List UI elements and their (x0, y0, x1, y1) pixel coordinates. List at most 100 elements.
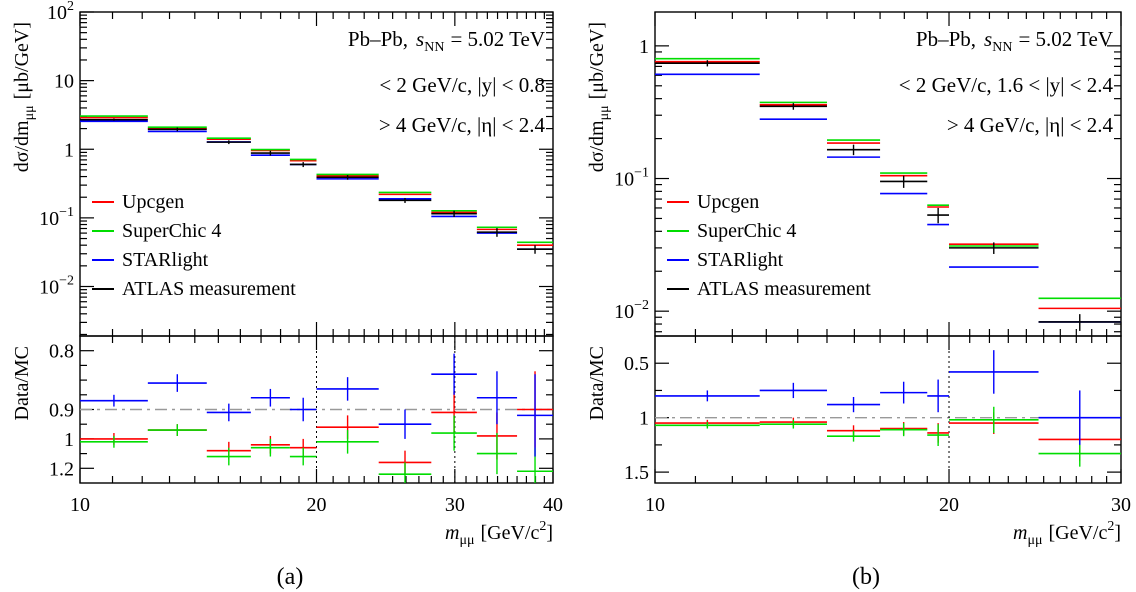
y-tick-label: 10 (54, 71, 74, 93)
x-tick-label: 20 (307, 494, 327, 516)
x-title-main: m (445, 522, 459, 544)
collision-label: Pb–Pb, sNN = 5.02 TeV (348, 27, 545, 55)
y-title-unit: [μb/GeV] (586, 22, 608, 99)
y-tick-exponent: −2 (59, 274, 74, 289)
y-tick-base: 10 (39, 208, 59, 230)
ratio-axis-title: Data/MC (586, 346, 608, 420)
series-superchic-4 (655, 57, 1121, 300)
energy-sub: NN (424, 40, 444, 55)
y-tick-base: 1 (64, 139, 74, 161)
y-tick-label: 10−2 (39, 274, 74, 299)
x-tick-label: 10 (70, 494, 90, 516)
y-tick-label: 10−2 (614, 298, 649, 323)
energy-value: = 5.02 TeV (450, 27, 545, 51)
collision-system: Pb–Pb, (916, 27, 976, 51)
y-title-sub: μμ (22, 105, 37, 120)
x-tick-label: 40 (543, 494, 563, 516)
x-tick-label: 20 (939, 494, 959, 516)
y-title-sub: μμ (597, 105, 612, 120)
y-tick-exponent: 2 (67, 0, 74, 14)
cut-label-muon: > 4 GeV/c, |η| < 2.4 (947, 113, 1114, 137)
y-tick-label: 10−1 (39, 205, 74, 230)
ratio-tick-label: 1.5 (624, 462, 649, 484)
ratio-starlight (655, 350, 1121, 445)
energy-symbol: s (416, 27, 424, 51)
y-tick-base: 10 (614, 301, 634, 323)
series-atlas-measurement (655, 60, 1121, 331)
cut-pair-end: | < 2.4 (1060, 73, 1113, 97)
ratio-axis-title: Data/MC (11, 346, 33, 420)
x-title-sub: μμ (1027, 533, 1042, 548)
x-title-main: m (1013, 522, 1027, 544)
cut-pair-text: < 2 GeV/c, |y (379, 73, 492, 97)
legend-label: SuperChic 4 (122, 220, 221, 242)
series-starlight (655, 73, 1121, 323)
legend-label: ATLAS measurement (122, 278, 296, 300)
ratio-tick-label: 1 (64, 429, 74, 451)
series-atlas-measurement (80, 118, 553, 254)
ratio-tick-label: 1.2 (49, 458, 74, 480)
x-title-unit: [GeV/c (1048, 522, 1107, 544)
y-tick-label: 1 (64, 139, 74, 161)
collision-label: Pb–Pb, sNN = 5.02 TeV (916, 27, 1113, 55)
y-title-main: dσ/dm (11, 120, 33, 172)
ratio-pad-frame (654, 335, 1122, 484)
panel-caption: (a) (277, 564, 304, 590)
legend-label: ATLAS measurement (697, 278, 871, 300)
cut-label-pair: < 2 GeV/c, |y| < 0.8 (379, 73, 545, 97)
legend-label: Upcgen (697, 191, 759, 213)
ratio-tick-label: 0.8 (49, 341, 74, 363)
ratio-superchic-4 (80, 415, 553, 483)
x-tick-label: 10 (645, 494, 665, 516)
y-tick-base: 1 (639, 36, 649, 58)
cut-pair-end: | < 0.8 (492, 73, 545, 97)
cut-muon-end: | < 2.4 (492, 113, 545, 137)
series-upcgen (655, 60, 1121, 310)
cut-pair-text: < 2 GeV/c, 1.6 < |y (899, 73, 1061, 97)
cut-label-pair: < 2 GeV/c, 1.6 < |y| < 2.4 (899, 73, 1114, 97)
energy-sub: NN (992, 40, 1012, 55)
y-axis-title: dσ/dmμμ [μb/GeV] (11, 22, 37, 172)
ratio-starlight (80, 353, 553, 457)
energy-symbol: s (984, 27, 992, 51)
ratio-tick-label: 0.5 (624, 353, 649, 375)
x-title-unit-sup: 2 (539, 519, 546, 534)
y-tick-label: 10−1 (614, 166, 649, 191)
y-tick-label: 102 (47, 0, 74, 24)
x-title-unit-sup: 2 (1107, 519, 1114, 534)
y-tick-base: 10 (614, 169, 634, 191)
x-tick-label: 30 (1111, 494, 1131, 516)
legend-label: STARlight (697, 249, 784, 271)
legend-label: SuperChic 4 (697, 220, 796, 242)
legend-label: STARlight (122, 249, 209, 271)
ratio-tick-label: 0.9 (49, 400, 74, 422)
y-tick-exponent: −1 (59, 205, 74, 220)
y-tick-base: 10 (47, 2, 67, 24)
x-title-sub: μμ (459, 533, 474, 548)
ratio-superchic-4 (655, 406, 1121, 467)
cut-label-muon: > 4 GeV/c, |η| < 2.4 (379, 113, 546, 137)
y-tick-base: 10 (39, 277, 59, 299)
y-title-main: dσ/dm (586, 120, 608, 172)
energy-value: = 5.02 TeV (1018, 27, 1113, 51)
cut-muon-text: > 4 GeV/c, |η (379, 113, 492, 137)
panel-b: 110−110−21.510.510 20 30dσ/dmμμ[μb/GeV]Dat… (586, 11, 1131, 590)
x-title-unit-end: ] (1114, 522, 1121, 544)
y-tick-base: 10 (54, 71, 74, 93)
cut-muon-text: > 4 GeV/c, |η (947, 113, 1060, 137)
panel-caption: (b) (852, 564, 880, 590)
x-title-unit: [GeV/c (480, 522, 539, 544)
y-tick-exponent: −2 (634, 298, 649, 313)
ratio-tick-label: 1 (639, 408, 649, 430)
y-tick-label: 1 (639, 36, 649, 58)
y-tick-exponent: −1 (634, 166, 649, 181)
x-axis-title: mμμ [GeV/c2] (445, 519, 553, 548)
y-axis-title: dσ/dmμμ [μb/GeV] (586, 22, 612, 172)
cut-muon-end: | < 2.4 (1060, 113, 1113, 137)
y-title-unit: [μb/GeV] (11, 22, 33, 99)
x-tick-label: 30 (445, 494, 465, 516)
x-title-unit-end: ] (546, 522, 553, 544)
legend-label: Upcgen (122, 191, 184, 213)
